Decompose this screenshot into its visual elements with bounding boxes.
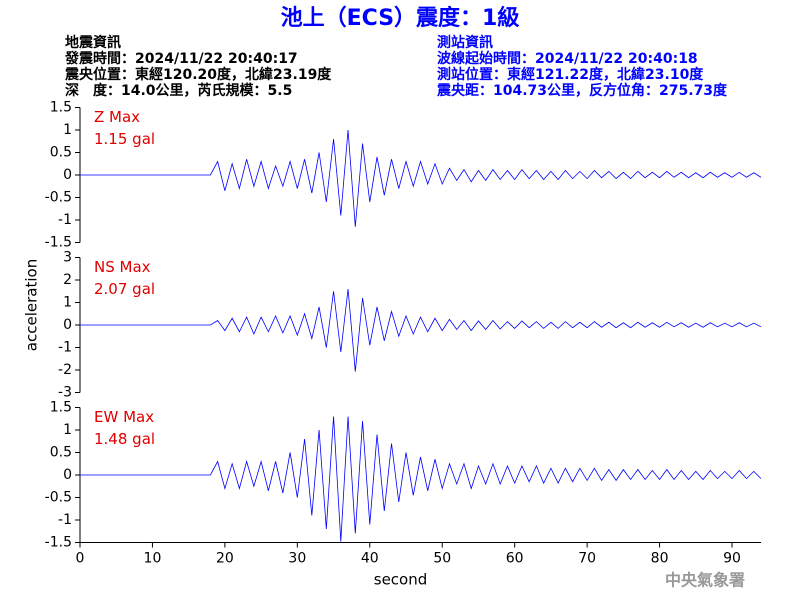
y-tick-label: -0.5 <box>45 490 72 506</box>
y-axis-label: acceleration <box>23 259 41 351</box>
info-line: 震央位置：東經120.20度，北緯23.19度 <box>64 66 332 83</box>
waveform <box>80 288 762 372</box>
y-tick-label: 0 <box>63 317 72 333</box>
x-tick-label: 30 <box>288 551 306 567</box>
info-line: 波線起始時間：2024/11/22 20:40:18 <box>437 50 698 67</box>
y-tick-label: 1 <box>63 122 72 138</box>
waveform <box>80 129 762 227</box>
y-tick-label: 1.5 <box>50 100 72 116</box>
annotation: NS Max <box>94 258 151 276</box>
x-tick-label: 50 <box>433 551 451 567</box>
y-tick-label: 1 <box>63 422 72 438</box>
info-line: 震央距：104.73公里，反方位角：275.73度 <box>436 82 728 99</box>
y-tick-label: -1 <box>58 340 72 356</box>
y-tick-label: -2 <box>58 362 72 378</box>
info-line: 地震資訊 <box>65 34 121 51</box>
y-tick-label: -1.5 <box>45 535 72 551</box>
y-tick-label: 0 <box>63 467 72 483</box>
info-line: 發震時間：2024/11/22 20:40:17 <box>64 50 298 67</box>
x-tick-label: 90 <box>723 551 741 567</box>
x-tick-label: 70 <box>578 551 596 567</box>
y-tick-label: 1 <box>63 295 72 311</box>
x-tick-label: 20 <box>216 551 234 567</box>
info-line: 測站資訊 <box>437 34 493 51</box>
x-tick-label: 40 <box>361 551 379 567</box>
chart-title: 池上（ECS）震度：1級 <box>281 5 520 31</box>
y-tick-label: -1 <box>58 512 72 528</box>
y-tick-label: 2 <box>63 272 72 288</box>
x-tick-label: 60 <box>506 551 524 567</box>
y-tick-label: 0 <box>63 167 72 183</box>
annotation: 1.48 gal <box>94 430 155 448</box>
annotation: 1.15 gal <box>94 130 155 148</box>
y-tick-label: 0.5 <box>50 145 72 161</box>
y-tick-label: -0.5 <box>45 190 72 206</box>
y-tick-label: -1.5 <box>45 235 72 251</box>
annotation: Z Max <box>94 108 140 126</box>
annotation: 2.07 gal <box>94 280 155 298</box>
footer: 中央氣象署 <box>665 571 745 590</box>
info-line: 深 度：14.0公里，芮氏規模：5.5 <box>65 82 292 99</box>
annotation: EW Max <box>94 408 154 426</box>
x-tick-label: 0 <box>76 551 85 567</box>
y-tick-label: 0.5 <box>50 445 72 461</box>
x-axis-label: second <box>374 571 428 589</box>
x-tick-label: 80 <box>651 551 669 567</box>
y-tick-label: 1.5 <box>50 400 72 416</box>
y-tick-label: -3 <box>58 385 72 401</box>
waveform <box>80 416 762 542</box>
y-tick-label: 3 <box>63 250 72 266</box>
y-tick-label: -1 <box>58 212 72 228</box>
x-tick-label: 10 <box>144 551 162 567</box>
info-line: 測站位置：東經121.22度，北緯23.10度 <box>437 66 704 83</box>
